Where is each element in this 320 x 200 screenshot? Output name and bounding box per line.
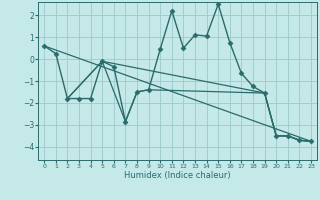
X-axis label: Humidex (Indice chaleur): Humidex (Indice chaleur) — [124, 171, 231, 180]
